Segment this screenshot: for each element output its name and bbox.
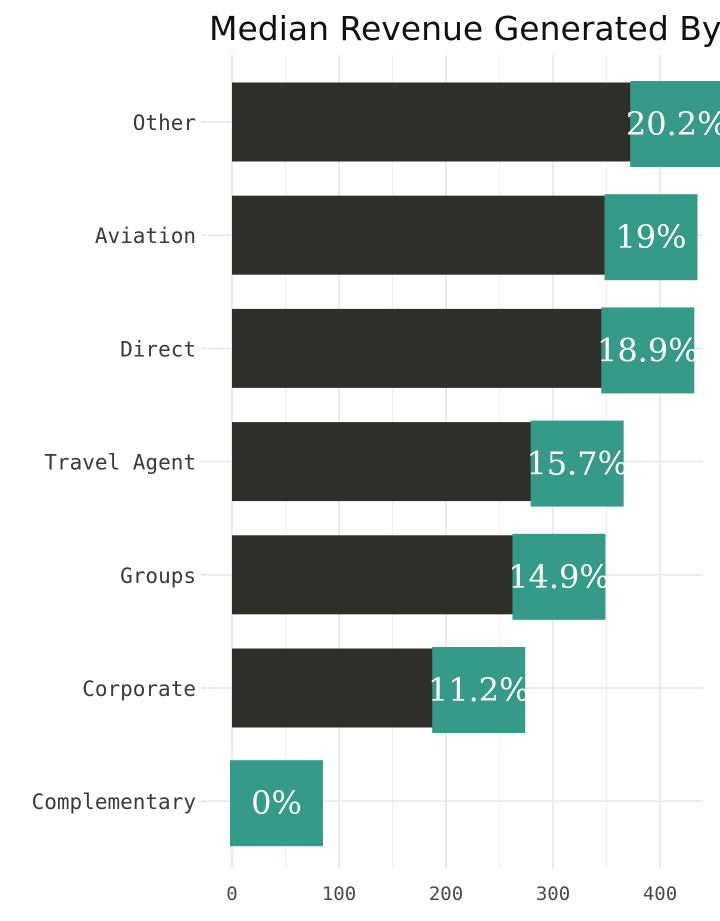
data-label-box	[630, 81, 720, 167]
data-label-box	[432, 647, 526, 733]
bar	[232, 422, 533, 502]
x-tick-label: 0	[226, 883, 237, 905]
bar	[232, 82, 633, 162]
data-label-box	[530, 420, 624, 507]
data-labels: 20.2% 19% 18.9% 15.7% 14.9% 11.2% 0%	[230, 81, 720, 847]
data-label: 19%	[615, 218, 686, 256]
category-labels: Other Aviation Direct Travel Agent Groups Cor…	[32, 111, 196, 814]
category-label: Travel Agent	[44, 451, 196, 475]
category-label: Aviation	[95, 224, 196, 248]
x-tick-label: 200	[429, 883, 463, 905]
bar	[232, 535, 515, 615]
bar	[232, 195, 607, 275]
data-label: 20.2%	[626, 105, 720, 143]
category-label: Corporate	[82, 677, 196, 701]
data-label-box	[601, 307, 695, 394]
chart-title: Median Revenue Generated By	[209, 9, 720, 48]
category-label: Groups	[120, 564, 196, 588]
x-axis-tick-labels: 0 100 200 300 400	[226, 883, 677, 905]
data-label-box	[604, 194, 698, 281]
data-label: 18.9%	[597, 331, 699, 369]
y-axis-ticks	[201, 121, 207, 803]
data-label: 11.2%	[428, 671, 530, 709]
category-label: Direct	[120, 337, 196, 361]
bar	[232, 308, 604, 388]
x-tick-label: 400	[643, 883, 677, 905]
data-label-box	[230, 760, 323, 847]
category-label: Complementary	[32, 790, 196, 814]
bar	[232, 648, 435, 728]
data-label: 15.7%	[526, 445, 628, 483]
data-label-box	[512, 533, 606, 620]
x-tick-label: 300	[536, 883, 570, 905]
bars	[232, 82, 633, 728]
x-tick-label: 100	[322, 883, 356, 905]
data-label: 0%	[251, 784, 302, 822]
category-label: Other	[133, 111, 196, 135]
data-label: 14.9%	[508, 558, 610, 596]
